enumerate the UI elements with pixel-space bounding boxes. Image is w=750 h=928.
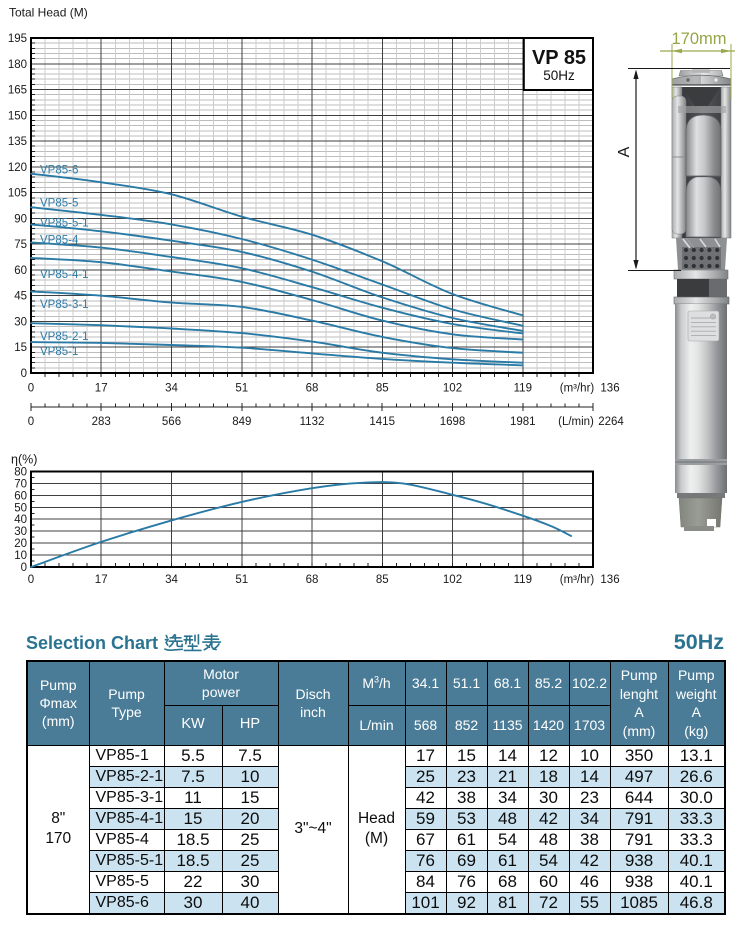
svg-text:VP85-6: VP85-6 xyxy=(40,165,78,177)
svg-text:10: 10 xyxy=(14,550,27,562)
svg-text:20: 20 xyxy=(14,538,27,550)
svg-text:0: 0 xyxy=(28,383,34,395)
svg-text:30: 30 xyxy=(14,526,27,538)
svg-text:A: A xyxy=(616,146,633,157)
svg-text:136: 136 xyxy=(600,383,619,395)
svg-text:195: 195 xyxy=(8,33,27,45)
svg-text:566: 566 xyxy=(162,416,181,428)
svg-text:120: 120 xyxy=(8,162,27,174)
svg-text:136: 136 xyxy=(600,574,619,586)
svg-text:68: 68 xyxy=(306,383,319,395)
svg-text:85: 85 xyxy=(376,383,389,395)
svg-text:(m³/hr): (m³/hr) xyxy=(560,574,595,586)
svg-text:15: 15 xyxy=(14,342,27,354)
svg-text:90: 90 xyxy=(14,213,27,225)
svg-text:17: 17 xyxy=(95,383,108,395)
svg-text:(m³/hr): (m³/hr) xyxy=(560,383,595,395)
svg-text:180: 180 xyxy=(8,59,27,71)
svg-text:283: 283 xyxy=(92,416,111,428)
svg-text:60: 60 xyxy=(14,265,27,277)
svg-text:VP85-2-1: VP85-2-1 xyxy=(40,331,89,343)
svg-text:119: 119 xyxy=(514,383,532,395)
svg-text:34: 34 xyxy=(165,574,178,586)
svg-text:50: 50 xyxy=(14,502,27,514)
svg-text:VP85-5: VP85-5 xyxy=(40,198,78,210)
svg-text:102: 102 xyxy=(443,383,462,395)
svg-text:1981: 1981 xyxy=(510,416,536,428)
svg-text:17: 17 xyxy=(95,574,108,586)
svg-text:0: 0 xyxy=(21,562,27,574)
svg-text:VP85-1: VP85-1 xyxy=(40,346,78,358)
svg-text:70: 70 xyxy=(14,478,27,490)
svg-text:170mm: 170mm xyxy=(671,30,726,48)
svg-text:85: 85 xyxy=(376,574,389,586)
svg-text:80: 80 xyxy=(14,467,27,479)
svg-text:VP85-4: VP85-4 xyxy=(40,235,79,247)
svg-text:119: 119 xyxy=(514,574,532,586)
svg-text:(L/min): (L/min) xyxy=(558,416,594,428)
svg-text:51: 51 xyxy=(235,574,248,586)
svg-text:η(%): η(%) xyxy=(11,453,37,467)
svg-text:VP85-4-1: VP85-4-1 xyxy=(40,269,89,281)
svg-text:75: 75 xyxy=(14,239,27,251)
svg-text:0: 0 xyxy=(28,574,34,586)
svg-text:150: 150 xyxy=(8,110,27,122)
svg-text:60: 60 xyxy=(14,490,27,502)
svg-text:105: 105 xyxy=(8,188,27,200)
svg-text:165: 165 xyxy=(8,85,27,97)
svg-text:849: 849 xyxy=(232,416,251,428)
svg-text:50Hz: 50Hz xyxy=(543,68,575,83)
svg-text:0: 0 xyxy=(21,368,27,380)
svg-text:1132: 1132 xyxy=(300,416,325,428)
svg-text:68: 68 xyxy=(306,574,319,586)
svg-text:1698: 1698 xyxy=(440,416,466,428)
svg-text:135: 135 xyxy=(8,136,27,148)
svg-text:2264: 2264 xyxy=(598,416,624,428)
svg-text:34: 34 xyxy=(165,383,178,395)
svg-text:45: 45 xyxy=(14,291,27,303)
svg-text:VP85-3-1: VP85-3-1 xyxy=(40,299,89,311)
svg-text:30: 30 xyxy=(14,317,27,329)
svg-text:VP 85: VP 85 xyxy=(532,47,586,69)
svg-text:0: 0 xyxy=(28,416,34,428)
svg-text:VP85-5-1: VP85-5-1 xyxy=(40,218,89,230)
svg-text:51: 51 xyxy=(235,383,248,395)
svg-text:40: 40 xyxy=(14,514,27,526)
svg-text:1415: 1415 xyxy=(369,416,395,428)
svg-text:Total Head (M): Total Head (M) xyxy=(9,6,88,20)
svg-text:102: 102 xyxy=(443,574,462,586)
